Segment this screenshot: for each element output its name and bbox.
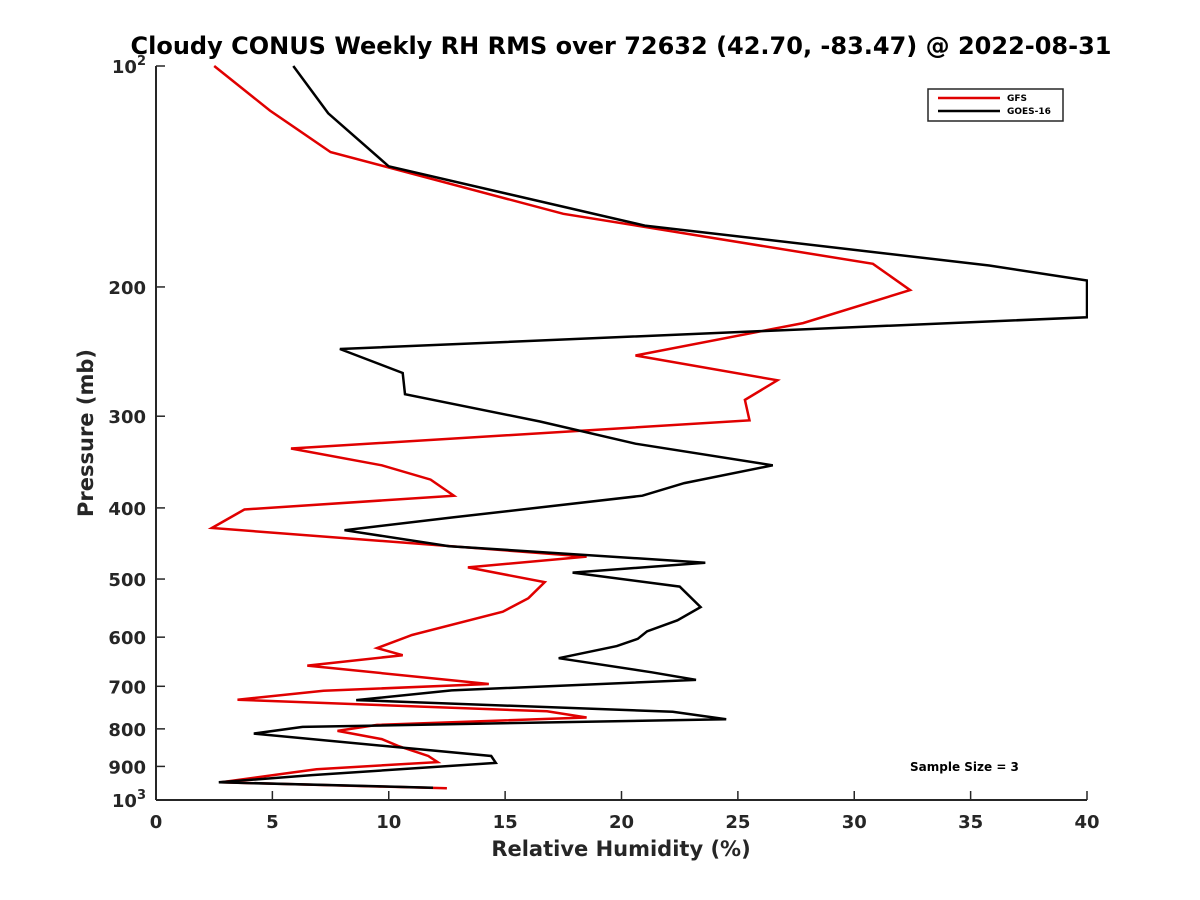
y-tick-label: 200 (108, 278, 146, 299)
x-tick-label: 5 (266, 812, 279, 833)
x-axis-ticks: 0 5 10 15 20 25 30 35 40 (150, 791, 1100, 833)
legend: GFS GOES-16 (927, 88, 1064, 122)
x-tick-label: 0 (150, 812, 163, 833)
sample-size-annotation: Sample Size = 3 (910, 760, 1019, 774)
y-tick-label: 600 (108, 628, 146, 649)
y-tick-label: 900 (108, 757, 146, 778)
legend-label-goes-16: GOES-16 (1007, 107, 1051, 117)
plot-area (155, 66, 1087, 801)
x-tick-label: 20 (609, 812, 634, 833)
x-tick-label: 40 (1074, 812, 1099, 833)
y-tick-label: 500 (108, 570, 146, 591)
x-tick-label: 10 (376, 812, 401, 833)
y-tick-label: 700 (108, 677, 146, 698)
x-axis-label: Relative Humidity (%) (491, 837, 750, 861)
y-tick-label: 103 (112, 788, 146, 812)
series-lines (207, 65, 1088, 790)
x-tick-label: 15 (493, 812, 518, 833)
y-tick-label: 102 (112, 54, 146, 78)
y-axis-label: Pressure (mb) (74, 349, 98, 517)
series-line-gfs (207, 65, 913, 790)
x-tick-label: 30 (842, 812, 867, 833)
legend-label-gfs: GFS (1007, 94, 1027, 104)
x-tick-label: 35 (958, 812, 983, 833)
y-tick-label: 400 (108, 499, 146, 520)
y-axis-ticks: 102 200 300 400 500 600 700 800 900 103 (108, 54, 165, 812)
series-line-goes-16 (218, 65, 1088, 789)
y-tick-label: 300 (108, 407, 146, 428)
legend-box (927, 88, 1064, 122)
x-tick-label: 25 (725, 812, 750, 833)
chart-title: Cloudy CONUS Weekly RH RMS over 72632 (4… (131, 32, 1112, 60)
y-tick-label: 800 (108, 720, 146, 741)
